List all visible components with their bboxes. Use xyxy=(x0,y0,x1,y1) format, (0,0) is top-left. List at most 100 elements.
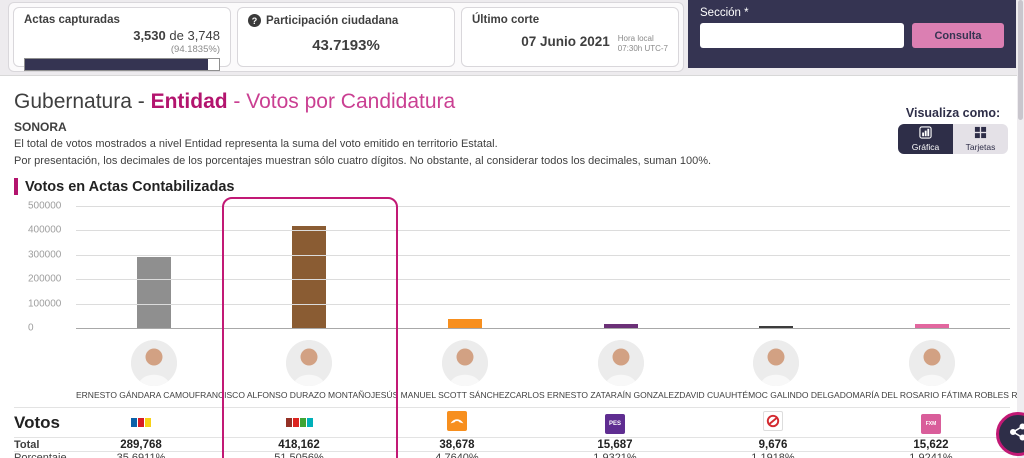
total-votes-value: 38,678 xyxy=(439,438,475,451)
actas-count: 3,530 de 3,748 xyxy=(24,28,220,43)
actas-of-total: de 3,748 xyxy=(169,28,220,43)
percent-value: 1.1918% xyxy=(751,452,795,458)
accent-bar xyxy=(14,178,18,195)
percent-value: 35.6911% xyxy=(116,452,166,458)
scrollbar-thumb[interactable] xyxy=(1018,0,1023,120)
tab-tarjetas-label: Tarjetas xyxy=(965,142,996,152)
chart-column xyxy=(699,201,855,328)
percent-label: Porcentaje xyxy=(14,452,67,458)
vote-bar xyxy=(915,324,950,328)
coalition-pri-pan-prd-logo xyxy=(62,414,220,432)
share-button[interactable] xyxy=(996,412,1024,456)
percent-value: 51.5056% xyxy=(274,452,324,458)
corte-title: Último corte xyxy=(472,14,540,26)
section-title: Votos en Actas Contabilizadas xyxy=(25,178,235,195)
rsp-logo xyxy=(694,411,852,434)
coalition-morena-pt-pvem-na-logo xyxy=(220,414,378,432)
vote-bar xyxy=(759,325,794,328)
y-axis-tick-label: 300000 xyxy=(28,249,62,261)
vote-bar xyxy=(136,257,171,328)
actas-captured: 3,530 xyxy=(133,28,166,43)
y-axis-tick-label: 500000 xyxy=(28,200,62,212)
percent-value: 1.9241% xyxy=(909,452,953,458)
tab-grafica-label: Gráfica xyxy=(911,142,940,152)
candidate-name: ERNESTO GÁNDARA CAMOU xyxy=(76,390,195,400)
total-votes-value: 9,676 xyxy=(758,438,788,451)
gridline xyxy=(76,254,1010,256)
tab-grafica[interactable]: Gráfica xyxy=(898,124,953,154)
total-votes-value: 15,622 xyxy=(913,438,949,451)
gridline xyxy=(76,230,1010,232)
chart-column xyxy=(387,201,543,328)
candidate-name: FRANCISCO ALFONSO DURAZO MONTAÑO xyxy=(194,390,371,400)
corte-date: 07 Junio 2021 xyxy=(521,34,610,49)
title-votos-por-candidatura: - Votos por Candidatura xyxy=(227,90,456,113)
share-icon xyxy=(1008,422,1024,447)
percent-value: 1.9321% xyxy=(593,452,637,458)
vote-bar xyxy=(448,318,483,328)
participacion-value: 43.7193% xyxy=(312,37,380,54)
gridline xyxy=(76,279,1010,281)
votes-table: Votos PES FXM Total 289,768 418,162 38,678 1… xyxy=(14,407,1010,458)
vote-bar xyxy=(603,324,638,328)
chart-column xyxy=(854,201,1010,328)
vote-bar xyxy=(292,225,327,328)
state-name: SONORA xyxy=(14,120,67,134)
corte-hora: Hora local 07:30h UTC-7 xyxy=(618,34,668,54)
seccion-input[interactable] xyxy=(700,23,904,48)
total-label: Total xyxy=(14,438,40,451)
scrollbar[interactable] xyxy=(1017,0,1024,458)
percent-value: 4.7640% xyxy=(435,452,479,458)
total-votes-value: 418,162 xyxy=(278,438,320,451)
seccion-label: Sección * xyxy=(700,7,749,19)
chart-column xyxy=(76,201,232,328)
candidate-name: MARÍA DEL ROSARIO FÁTIMA ROBLES ROBLES xyxy=(852,390,1024,400)
candidate-name: JESÚS MANUEL SCOTT SÁNCHEZ xyxy=(370,390,510,400)
candidate-photo xyxy=(130,340,177,386)
total-votes-value: 15,687 xyxy=(597,438,633,451)
candidate-photo xyxy=(597,340,644,386)
tab-tarjetas[interactable]: Tarjetas xyxy=(953,124,1008,154)
y-axis-tick-label: 400000 xyxy=(28,224,62,236)
view-switcher: Visualiza como: Gráfica Tarjetas xyxy=(898,106,1008,154)
main-content: Gubernatura - Entidad - Votos por Candid… xyxy=(0,75,1024,458)
actas-capturadas-card: Actas capturadas 3,530 de 3,748 (94.1835… xyxy=(13,7,231,71)
total-votes-value: 289,768 xyxy=(120,438,162,451)
corte-hora-label: Hora local xyxy=(617,34,654,43)
total-row: Total 289,768 418,162 38,678 15,687 9,676 15,… xyxy=(14,437,1010,451)
participacion-title: Participación ciudadana xyxy=(266,14,399,27)
title-gubernatura: Gubernatura - xyxy=(14,90,151,113)
bar-chart: 500000 400000 300000 200000 100000 0 xyxy=(28,201,1010,334)
section-header: Votos en Actas Contabilizadas xyxy=(14,178,1010,195)
chart-column xyxy=(543,201,699,328)
candidate-photo xyxy=(442,340,489,386)
percent-row: Porcentaje 35.6911% 51.5056% 4.7640% 1.9321… xyxy=(14,451,1010,458)
gridline xyxy=(76,303,1010,305)
candidate-name: DAVID CUAUHTÉMOC GALINDO DELGADO xyxy=(679,390,853,400)
chart-column xyxy=(232,201,388,328)
title-entidad: Entidad xyxy=(150,90,228,113)
y-axis-tick-label: 100000 xyxy=(28,298,62,310)
votos-label: Votos xyxy=(14,412,60,432)
actas-percent: (94.1835%) xyxy=(170,44,220,55)
description-line-1: El total de votos mostrados a nivel Enti… xyxy=(14,138,498,150)
bar-chart-icon xyxy=(919,126,932,141)
fxm-logo: FXM xyxy=(852,412,1010,434)
summary-cards: Actas capturadas 3,530 de 3,748 (94.1835… xyxy=(8,2,684,72)
page-title: Gubernatura - Entidad - Votos por Candid… xyxy=(14,90,1010,114)
gridline xyxy=(76,328,1010,329)
consulta-button[interactable]: Consulta xyxy=(912,23,1004,48)
y-axis-tick-label: 0 xyxy=(28,322,34,334)
corte-hora-value: 07:30h UTC-7 xyxy=(617,44,668,53)
actas-progress-fill xyxy=(25,59,208,70)
candidate-photo xyxy=(286,340,333,386)
cards-grid-icon xyxy=(974,126,987,141)
ultimo-corte-card: Último corte 07 Junio 2021 Hora local 07… xyxy=(461,7,679,67)
candidate-names-row: ERNESTO GÁNDARA CAMOU FRANCISCO ALFONSO D… xyxy=(76,390,1024,400)
candidate-photos-row xyxy=(76,340,1010,386)
results-region: 500000 400000 300000 200000 100000 0 ERNESTO … xyxy=(14,197,1024,458)
mc-logo xyxy=(378,411,536,434)
question-mark-icon[interactable]: ? xyxy=(248,14,261,27)
